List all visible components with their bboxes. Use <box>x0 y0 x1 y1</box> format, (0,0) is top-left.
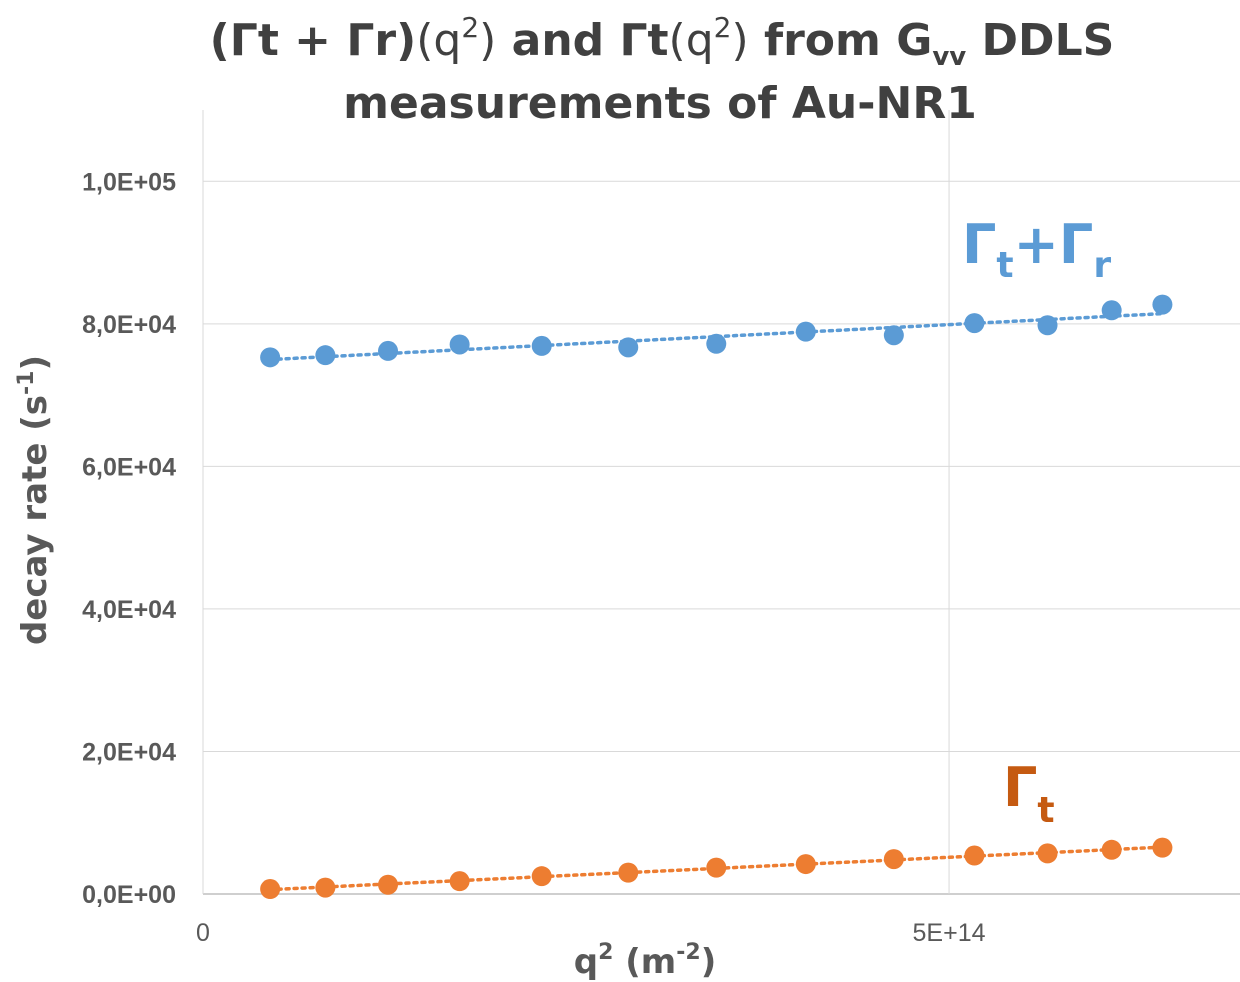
data-point-series-0 <box>618 337 639 358</box>
data-point-series-1 <box>618 862 639 883</box>
data-point-series-0 <box>378 340 399 361</box>
x-tick-labels: 0 5E+14 <box>196 919 986 947</box>
data-point-series-1 <box>795 854 816 875</box>
x-tick-label: 5E+14 <box>913 919 986 947</box>
data-point-series-1 <box>449 871 470 892</box>
data-point-series-0 <box>531 335 552 356</box>
gridlines <box>202 110 1240 895</box>
data-point-series-1 <box>315 877 336 898</box>
data-point-series-0 <box>706 333 727 354</box>
data-point-series-0 <box>964 313 985 334</box>
data-point-series-0 <box>315 345 336 366</box>
data-point-series-1 <box>964 845 985 866</box>
chart-title-line-1: (Γt + Γr)(q2) and Γt(q2) from Gvv DDLS <box>210 11 1115 72</box>
y-tick-label: 0,0E+00 <box>82 881 176 909</box>
series-label-translational-rate: Γt <box>1003 756 1055 831</box>
y-tick-label: 8,0E+04 <box>82 311 176 339</box>
data-point-series-1 <box>1152 837 1173 858</box>
data-point-series-1 <box>706 857 727 878</box>
y-tick-label: 2,0E+04 <box>82 738 176 766</box>
data-point-series-1 <box>883 849 904 870</box>
data-point-series-0 <box>260 347 281 368</box>
data-point-series-0 <box>1101 300 1122 321</box>
x-tick-label: 0 <box>196 919 210 947</box>
data-point-series-0 <box>1152 294 1173 315</box>
data-point-series-1 <box>1101 839 1122 860</box>
x-axis-label: q2 (m-2) <box>574 940 716 982</box>
data-point-series-1 <box>1037 843 1058 864</box>
chart-title-line-2: measurements of Au-NR1 <box>343 78 977 129</box>
y-axis-label: decay rate (s-1) <box>14 355 55 645</box>
data-point-series-1 <box>260 879 281 900</box>
data-point-series-0 <box>795 321 816 342</box>
y-tick-label: 6,0E+04 <box>82 453 176 481</box>
series-label-total-rate: Γt+Γr <box>962 213 1111 286</box>
data-point-series-0 <box>883 325 904 346</box>
data-point-series-1 <box>531 866 552 887</box>
data-point-series-1 <box>378 874 399 895</box>
y-tick-labels: 0,0E+00 2,0E+04 4,0E+04 6,0E+04 8,0E+04 1,0E+… <box>82 168 176 909</box>
data-point-series-0 <box>1037 315 1058 336</box>
y-tick-label: 4,0E+04 <box>82 596 176 624</box>
data-points <box>260 294 1173 900</box>
data-point-series-0 <box>449 334 470 355</box>
y-tick-label: 1,0E+05 <box>82 168 176 196</box>
